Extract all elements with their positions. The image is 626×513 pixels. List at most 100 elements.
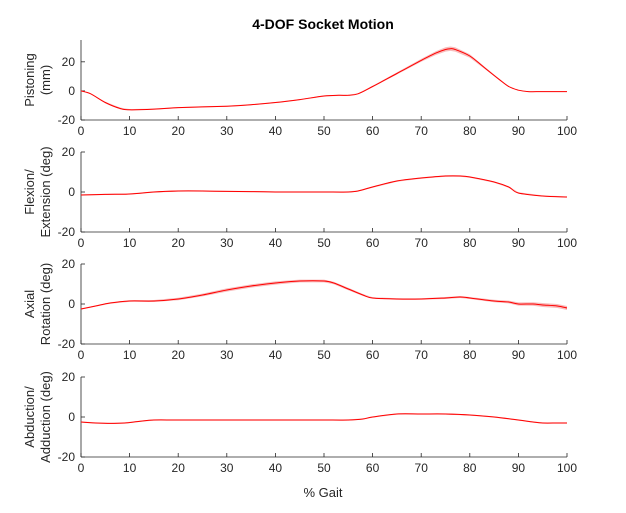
data-point <box>139 421 140 422</box>
y-axis-label: Flexion/Extension (deg) <box>22 146 53 237</box>
x-tick-label: 70 <box>415 461 429 475</box>
x-tick-label: 40 <box>269 348 283 362</box>
data-point <box>323 280 324 281</box>
data-point <box>299 280 300 281</box>
data-point <box>396 73 397 74</box>
data-point <box>275 282 276 283</box>
data-point <box>528 91 529 92</box>
data-point <box>445 49 446 50</box>
x-tick-label: 20 <box>172 461 186 475</box>
y-axis-label-line: Extension (deg) <box>38 146 53 237</box>
data-point <box>396 413 397 414</box>
data-point <box>469 55 470 56</box>
x-tick-label: 20 <box>172 236 186 250</box>
data-point <box>421 413 422 414</box>
y-tick-label: 20 <box>62 145 76 159</box>
data-point <box>299 191 300 192</box>
data-point <box>396 298 397 299</box>
data-point <box>518 419 519 420</box>
x-tick-label: 90 <box>512 236 526 250</box>
data-point <box>153 300 154 301</box>
y-tick-label: -20 <box>58 450 76 464</box>
x-tick-label: 50 <box>317 124 331 138</box>
x-tick-label: 10 <box>123 461 137 475</box>
data-point <box>469 176 470 177</box>
data-point <box>532 421 533 422</box>
data-point <box>80 194 81 195</box>
data-point <box>95 422 96 423</box>
data-point <box>396 180 397 181</box>
data-point <box>508 186 509 187</box>
y-tick-label: -20 <box>58 225 76 239</box>
data-point <box>226 191 227 192</box>
data-point <box>299 419 300 420</box>
data-point <box>80 421 81 422</box>
x-tick-label: 70 <box>415 124 429 138</box>
data-point <box>445 413 446 414</box>
x-tick-label: 0 <box>78 461 85 475</box>
data-point <box>494 181 495 182</box>
data-point <box>129 109 130 110</box>
data-point <box>445 175 446 176</box>
data-point <box>95 305 96 306</box>
data-point <box>557 422 558 423</box>
data-point <box>460 296 461 297</box>
data-point <box>445 297 446 298</box>
x-tick-label: 70 <box>415 348 429 362</box>
data-point <box>178 190 179 191</box>
data-point <box>542 304 543 305</box>
data-point <box>372 416 373 417</box>
data-point <box>455 49 456 50</box>
data-point <box>518 303 519 304</box>
x-tick-label: 100 <box>557 461 577 475</box>
data-point <box>110 302 111 303</box>
data-point <box>518 90 519 91</box>
data-point <box>508 301 509 302</box>
data-point <box>469 297 470 298</box>
figure-title: 4-DOF Socket Motion <box>252 16 394 32</box>
y-axis-label-line: Adduction (deg) <box>38 371 53 463</box>
y-axis-label: AxialRotation (deg) <box>22 263 53 345</box>
data-point <box>421 60 422 61</box>
x-tick-label: 60 <box>366 461 380 475</box>
x-tick-label: 0 <box>78 124 85 138</box>
data-point <box>362 418 363 419</box>
x-tick-label: 10 <box>123 348 137 362</box>
data-point <box>124 422 125 423</box>
x-tick-label: 0 <box>78 348 85 362</box>
x-tick-label: 80 <box>463 236 477 250</box>
subplot-panels: 0 10 20 30 40 50 60 70 80 90 100-20020Pistoning(mm… <box>22 40 577 475</box>
data-point <box>275 419 276 420</box>
data-point <box>484 67 485 68</box>
data-point <box>251 285 252 286</box>
data-point <box>323 95 324 96</box>
data-point <box>80 308 81 309</box>
x-tick-label: 60 <box>366 124 380 138</box>
data-point <box>372 186 373 187</box>
data-point <box>566 307 567 308</box>
data-point <box>532 303 533 304</box>
y-tick-label: 20 <box>62 257 76 271</box>
y-axis-label-line: Rotation (deg) <box>38 263 53 345</box>
x-tick-label: 20 <box>172 124 186 138</box>
y-axis-label: Pistoning(mm) <box>22 53 53 106</box>
data-point <box>153 191 154 192</box>
y-tick-label: 0 <box>68 185 75 199</box>
data-point <box>421 177 422 178</box>
x-tick-label: 70 <box>415 236 429 250</box>
data-point <box>178 107 179 108</box>
data-point <box>226 289 227 290</box>
data-point <box>542 195 543 196</box>
data-point <box>469 414 470 415</box>
data-point <box>518 192 519 193</box>
data-point <box>372 297 373 298</box>
data-point <box>202 294 203 295</box>
x-tick-label: 30 <box>220 236 234 250</box>
data-point <box>80 90 81 91</box>
data-point <box>251 104 252 105</box>
x-tick-label: 40 <box>269 124 283 138</box>
data-point <box>323 191 324 192</box>
y-tick-label: 0 <box>68 84 75 98</box>
data-point <box>435 53 436 54</box>
data-point <box>348 95 349 96</box>
